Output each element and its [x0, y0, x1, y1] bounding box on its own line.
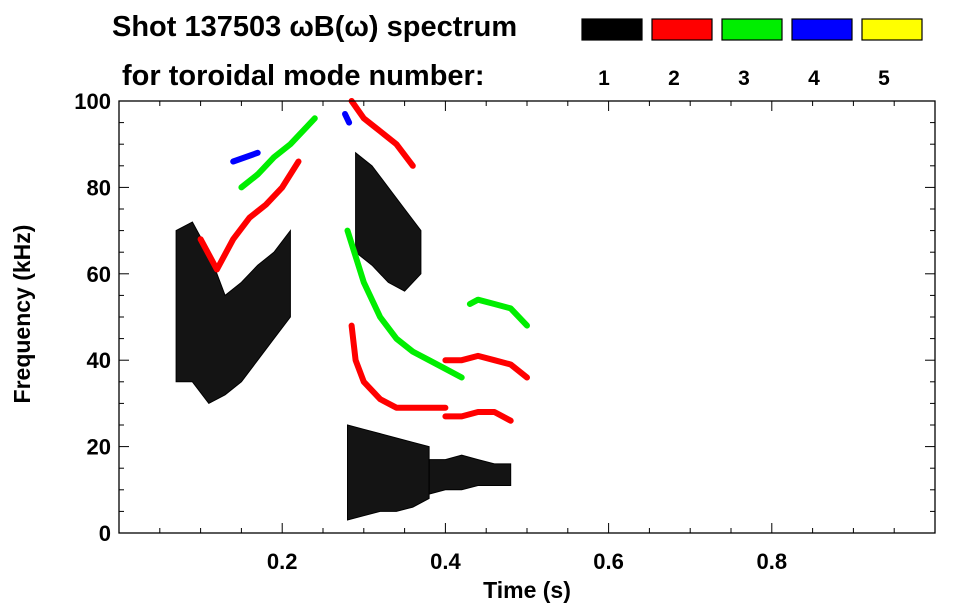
- mode-2-line-4: [197, 158, 302, 273]
- mode-4-line-12: [230, 149, 261, 165]
- legend-label-mode-4: 4: [808, 67, 820, 90]
- legend-swatch-mode-5: [861, 18, 923, 41]
- y-tick-label: 60: [87, 262, 111, 287]
- x-axis-label: Time (s): [483, 577, 571, 603]
- x-tick-label: 0.4: [430, 549, 461, 574]
- mode-2-line-8: [348, 98, 416, 169]
- mode-1-band-1: [355, 151, 422, 292]
- legend-swatch-mode-3: [721, 18, 783, 41]
- y-tick-label: 80: [87, 175, 111, 200]
- chart-title-line1: Shot 137503 ωB(ω) spectrum: [112, 11, 517, 43]
- x-tick-label: 0.2: [267, 549, 298, 574]
- legend-label-mode-5: 5: [878, 67, 890, 90]
- y-tick-label: 40: [87, 348, 111, 373]
- plot-area: [175, 98, 530, 521]
- y-tick-label: 100: [74, 89, 111, 114]
- axis-ticks: 0 20 40 60 80 100 0.2 0.4 0.6 0.8: [74, 89, 936, 574]
- legend-label-mode-2: 2: [668, 67, 680, 90]
- chart-title-line2: for toroidal mode number:: [122, 60, 485, 92]
- x-tick-label: 0.6: [593, 549, 624, 574]
- mode-1-band-2: [347, 424, 430, 521]
- mode-2-line-5: [348, 322, 449, 411]
- x-tick-label: 0.8: [757, 549, 788, 574]
- plot-frame: [118, 100, 936, 534]
- legend-swatch-mode-1: [581, 18, 643, 41]
- y-tick-label: 0: [99, 521, 111, 546]
- mode-2-line-6: [442, 409, 514, 424]
- legend-swatch-mode-2: [651, 18, 713, 41]
- mode-1-band-3: [428, 454, 512, 495]
- mode-3-line-10: [466, 296, 530, 329]
- mode-3-line-9: [238, 115, 318, 191]
- y-axis-label: Frequency (kHz): [9, 225, 35, 404]
- mode-legend: 1 2 3 4 5: [581, 18, 923, 90]
- legend-label-mode-1: 1: [598, 67, 610, 90]
- mode-2-line-7: [442, 352, 530, 381]
- legend-swatch-mode-4: [791, 18, 853, 41]
- mode-3-line-11: [344, 227, 465, 381]
- mode-1-band-0: [175, 221, 291, 405]
- y-tick-label: 20: [87, 435, 111, 460]
- mode-4-line-13: [342, 111, 353, 126]
- legend-label-mode-3: 3: [738, 67, 750, 90]
